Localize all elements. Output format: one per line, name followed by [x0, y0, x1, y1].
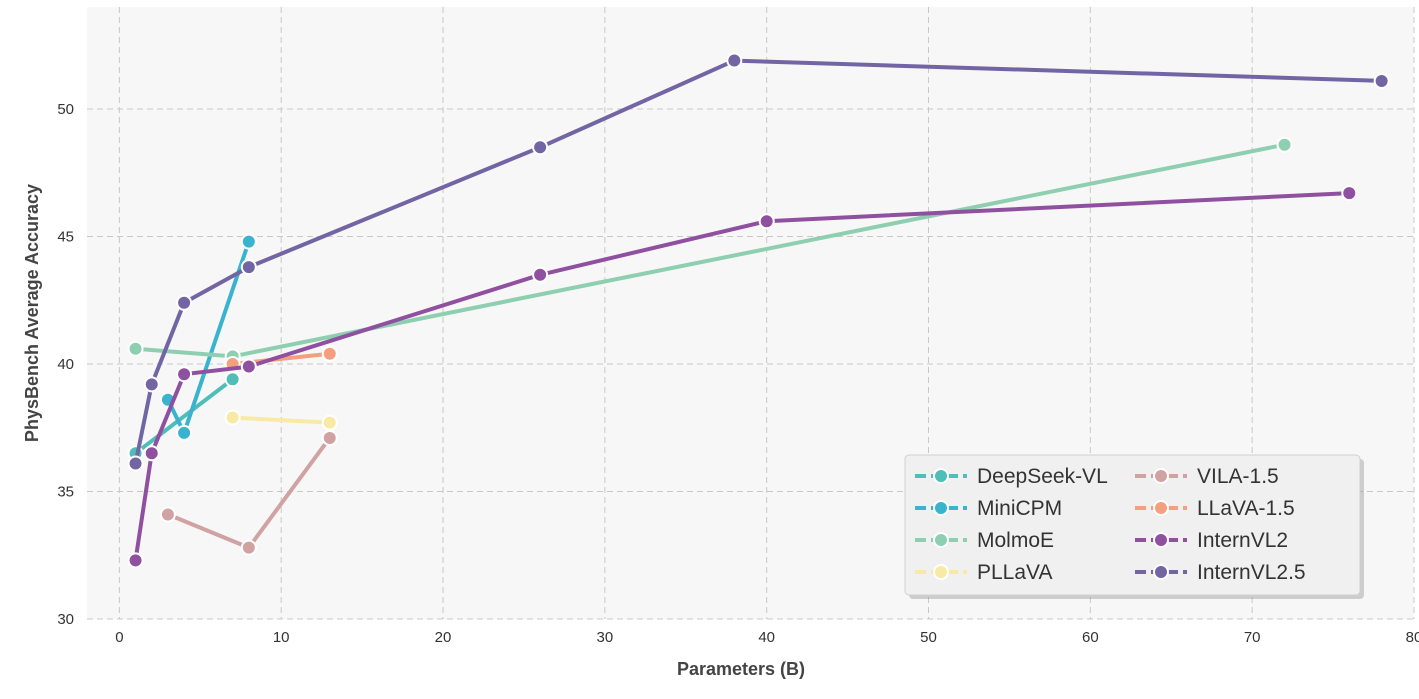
legend-label: MiniCPM [977, 497, 1062, 520]
series-pllava [224, 409, 338, 431]
legend-item-deepseek-vl: DeepSeek-VL [915, 465, 1108, 488]
data-point [726, 52, 743, 69]
data-point [240, 259, 257, 276]
data-point [321, 414, 338, 431]
data-point [224, 409, 241, 426]
legend-item-vila-1-5: VILA-1.5 [1135, 465, 1279, 488]
y-tick-label: 30 [57, 611, 74, 628]
series-minicpm [159, 233, 257, 441]
data-point [176, 294, 193, 311]
legend-item-molmoe: MolmoE [915, 529, 1054, 552]
x-tick-label: 30 [597, 629, 614, 646]
legend-item-llava-1-5: LLaVA-1.5 [1135, 497, 1295, 520]
x-tick-label: 80 [1406, 629, 1419, 646]
series-internvl2 [127, 185, 1358, 569]
data-point [127, 552, 144, 569]
y-tick-label: 40 [57, 356, 74, 373]
legend-item-internvl2-5: InternVL2.5 [1135, 561, 1306, 584]
legend-marker [933, 500, 949, 516]
data-point [224, 371, 241, 388]
legend-marker [1153, 500, 1169, 516]
x-tick-label: 0 [115, 629, 123, 646]
data-point [321, 429, 338, 446]
legend-label: DeepSeek-VL [977, 465, 1108, 488]
data-point [758, 213, 775, 230]
legend-marker [1153, 532, 1169, 548]
y-tick-label: 35 [57, 484, 74, 501]
data-point [127, 340, 144, 357]
series-vila-1-5 [159, 429, 338, 556]
legend-label: LLaVA-1.5 [1197, 497, 1295, 520]
data-point [176, 424, 193, 441]
x-axis-title: Parameters (B) [677, 659, 805, 679]
x-tick-label: 10 [273, 629, 290, 646]
data-point [240, 539, 257, 556]
data-point [1341, 185, 1358, 202]
legend-label: InternVL2 [1197, 529, 1288, 552]
data-point [240, 358, 257, 375]
legend-label: VILA-1.5 [1197, 465, 1279, 488]
series-lines [127, 52, 1390, 569]
series-internvl2-5 [127, 52, 1390, 472]
data-point [1373, 72, 1390, 89]
legend: DeepSeek-VL MiniCPM MolmoE PLLaVA VILA-1.5 LL… [904, 454, 1364, 599]
legend-marker [933, 532, 949, 548]
legend-item-pllava: PLLaVA [915, 561, 1053, 584]
x-tick-label: 40 [758, 629, 775, 646]
x-tick-label: 50 [920, 629, 937, 646]
tick-labels: 0 10 20 30 40 50 60 70 80 30 35 40 45 50 [57, 101, 1419, 646]
legend-marker [933, 468, 949, 484]
x-tick-label: 60 [1082, 629, 1099, 646]
y-axis-title: PhysBench Average Accuracy [22, 184, 42, 442]
data-point [143, 376, 160, 393]
legend-label: MolmoE [977, 529, 1054, 552]
series-line [133, 377, 235, 456]
y-tick-label: 45 [57, 229, 74, 246]
data-point [143, 445, 160, 462]
data-point [1276, 136, 1293, 153]
legend-marker [933, 564, 949, 580]
data-point [532, 139, 549, 156]
series-line [230, 415, 332, 425]
data-point [321, 345, 338, 362]
y-tick-label: 50 [57, 101, 74, 118]
legend-label: PLLaVA [977, 561, 1053, 584]
legend-item-minicpm: MiniCPM [915, 497, 1062, 520]
legend-marker [1153, 564, 1169, 580]
data-point [240, 233, 257, 250]
legend-label: InternVL2.5 [1197, 561, 1306, 584]
legend-marker [1153, 468, 1169, 484]
legend-item-internvl2: InternVL2 [1135, 529, 1288, 552]
data-point [159, 506, 176, 523]
data-point [127, 455, 144, 472]
x-tick-label: 20 [435, 629, 452, 646]
data-point [532, 266, 549, 283]
legend-box [904, 454, 1361, 596]
x-tick-label: 70 [1244, 629, 1261, 646]
data-point [176, 366, 193, 383]
